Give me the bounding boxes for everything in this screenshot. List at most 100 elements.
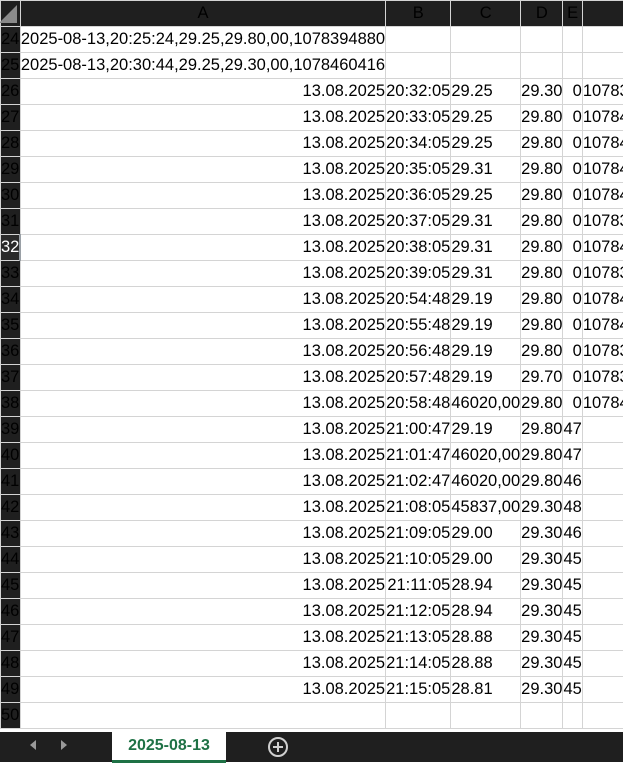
- cell-b[interactable]: 20:33:05: [386, 105, 451, 131]
- cell-b[interactable]: 21:12:05: [386, 599, 451, 625]
- cell-f[interactable]: 4095: [582, 495, 623, 521]
- row-header[interactable]: 45: [1, 573, 21, 599]
- cell-a[interactable]: 13.08.2025: [20, 677, 385, 703]
- cell-c[interactable]: 29.25: [451, 79, 521, 105]
- row-header[interactable]: 47: [1, 625, 21, 651]
- cell-d[interactable]: 29.70: [521, 365, 563, 391]
- select-all-button[interactable]: [1, 1, 21, 27]
- row-header[interactable]: 28: [1, 131, 21, 157]
- cell-d[interactable]: 29.30: [521, 521, 563, 547]
- cell-c[interactable]: 29.00: [451, 547, 521, 573]
- cell-b[interactable]: 21:01:47: [386, 443, 451, 469]
- cell-d[interactable]: 29.80: [521, 469, 563, 495]
- cell-b[interactable]: 21:14:05: [386, 651, 451, 677]
- cell-e[interactable]: 0: [563, 339, 582, 365]
- cell-b[interactable]: 20:39:05: [386, 261, 451, 287]
- cell-a[interactable]: 2025-08-13,20:30:44,29.25,29.30,00,10784…: [20, 53, 385, 79]
- row-header[interactable]: 31: [1, 209, 21, 235]
- cell-f[interactable]: 1078394880: [582, 261, 623, 287]
- column-header-f[interactable]: F: [582, 1, 623, 27]
- cell-b[interactable]: 21:15:05: [386, 677, 451, 703]
- cell-a[interactable]: 13.08.2025: [20, 209, 385, 235]
- cell-e[interactable]: 46: [563, 521, 582, 547]
- cell-f[interactable]: [582, 703, 623, 729]
- cell-d[interactable]: 29.80: [521, 287, 563, 313]
- cell-c[interactable]: 29.00: [451, 521, 521, 547]
- cell-c[interactable]: 28.88: [451, 625, 521, 651]
- cell-c[interactable]: 29.19: [451, 287, 521, 313]
- cell-a[interactable]: 13.08.2025: [20, 79, 385, 105]
- row-header[interactable]: 40: [1, 443, 21, 469]
- cell-c[interactable]: 29.19: [451, 417, 521, 443]
- row-header[interactable]: 37: [1, 365, 21, 391]
- cell-e[interactable]: 47: [563, 443, 582, 469]
- cell-a[interactable]: 13.08.2025: [20, 417, 385, 443]
- column-header-d[interactable]: D: [521, 1, 563, 27]
- cell-b[interactable]: 20:34:05: [386, 131, 451, 157]
- cell-c[interactable]: 29.19: [451, 339, 521, 365]
- cell-a[interactable]: 13.08.2025: [20, 105, 385, 131]
- cell-b[interactable]: 21:08:05: [386, 495, 451, 521]
- row-header[interactable]: 34: [1, 287, 21, 313]
- cell-f[interactable]: 4095: [582, 573, 623, 599]
- cell-e[interactable]: [563, 27, 582, 53]
- cell-f[interactable]: 1078427648: [582, 157, 623, 183]
- cell-d[interactable]: 29.30: [521, 495, 563, 521]
- cell-b[interactable]: 21:11:05: [386, 573, 451, 599]
- cell-e[interactable]: 45: [563, 573, 582, 599]
- row-header[interactable]: 42: [1, 495, 21, 521]
- cell-f[interactable]: 4095: [582, 547, 623, 573]
- cell-c[interactable]: 28.81: [451, 677, 521, 703]
- cell-e[interactable]: 0: [563, 313, 582, 339]
- cell-c[interactable]: [451, 53, 521, 79]
- cell-b[interactable]: 20:37:05: [386, 209, 451, 235]
- cell-d[interactable]: 29.30: [521, 677, 563, 703]
- row-header[interactable]: 38: [1, 391, 21, 417]
- cell-f[interactable]: 4095: [582, 599, 623, 625]
- cell-c[interactable]: 29.31: [451, 157, 521, 183]
- cell-c[interactable]: 29.31: [451, 235, 521, 261]
- cell-a[interactable]: 13.08.2025: [20, 287, 385, 313]
- row-header[interactable]: 39: [1, 417, 21, 443]
- cell-d[interactable]: 29.30: [521, 651, 563, 677]
- cell-a[interactable]: 2025-08-13,20:25:24,29.25,29.80,00,10783…: [20, 27, 385, 53]
- cell-f[interactable]: 1078427648: [582, 235, 623, 261]
- cell-c[interactable]: 46020,00: [451, 443, 521, 469]
- row-header[interactable]: 41: [1, 469, 21, 495]
- cell-e[interactable]: 0: [563, 131, 582, 157]
- row-header[interactable]: 30: [1, 183, 21, 209]
- cell-b[interactable]: 21:00:47: [386, 417, 451, 443]
- cell-e[interactable]: 0: [563, 391, 582, 417]
- cell-c[interactable]: 29.31: [451, 261, 521, 287]
- cell-a[interactable]: 13.08.2025: [20, 261, 385, 287]
- row-header[interactable]: 36: [1, 339, 21, 365]
- cell-a[interactable]: 13.08.2025: [20, 599, 385, 625]
- scroll-tabs-right-icon[interactable]: [61, 740, 67, 750]
- row-header[interactable]: 35: [1, 313, 21, 339]
- cell-b[interactable]: 20:55:48: [386, 313, 451, 339]
- scroll-tabs-left-icon[interactable]: [30, 740, 36, 750]
- cell-c[interactable]: 29.19: [451, 365, 521, 391]
- cell-b[interactable]: 21:13:05: [386, 625, 451, 651]
- cell-e[interactable]: 0: [563, 79, 582, 105]
- cell-d[interactable]: [521, 27, 563, 53]
- cell-b[interactable]: 20:36:05: [386, 183, 451, 209]
- row-header[interactable]: 32: [1, 235, 21, 261]
- cell-f[interactable]: 2258: [582, 417, 623, 443]
- cell-a[interactable]: 13.08.2025: [20, 547, 385, 573]
- row-header[interactable]: 43: [1, 521, 21, 547]
- cell-f[interactable]: [582, 53, 623, 79]
- cell-a[interactable]: 13.08.2025: [20, 651, 385, 677]
- cell-f[interactable]: 1078394880: [582, 339, 623, 365]
- cell-d[interactable]: 29.30: [521, 573, 563, 599]
- cell-c[interactable]: 29.19: [451, 313, 521, 339]
- cell-b[interactable]: 20:58:48: [386, 391, 451, 417]
- cell-b[interactable]: 20:32:05: [386, 79, 451, 105]
- cell-e[interactable]: 0: [563, 183, 582, 209]
- cell-c[interactable]: 29.31: [451, 209, 521, 235]
- cell-e[interactable]: 45: [563, 599, 582, 625]
- cell-d[interactable]: 29.80: [521, 417, 563, 443]
- cell-e[interactable]: 0: [563, 261, 582, 287]
- cell-f[interactable]: 1078427648: [582, 391, 623, 417]
- cell-c[interactable]: 46020,00: [451, 469, 521, 495]
